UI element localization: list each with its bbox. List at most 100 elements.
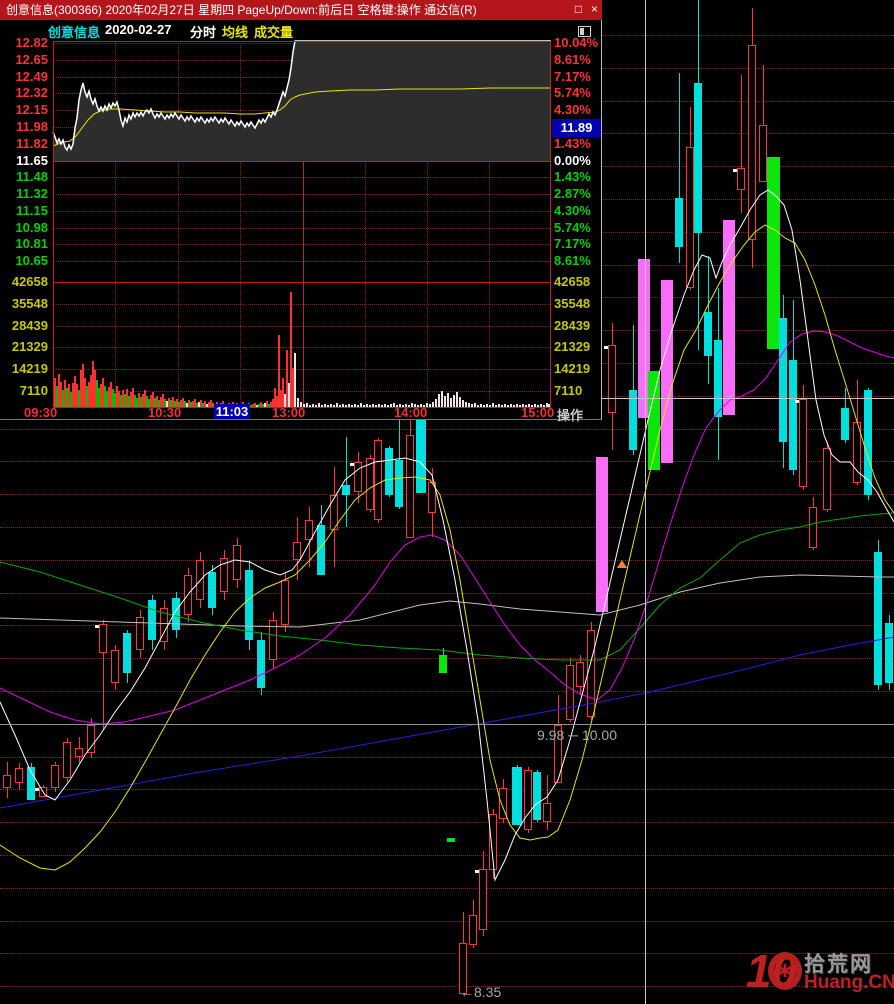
volume-bar bbox=[86, 386, 88, 408]
volume-bar bbox=[116, 386, 118, 408]
volume-bar bbox=[112, 389, 114, 408]
volume-bar bbox=[516, 404, 518, 408]
intraday-gridline-h bbox=[53, 244, 551, 245]
stock-name-label: 创意信息 bbox=[48, 25, 101, 40]
candle-down bbox=[27, 767, 35, 800]
candle-down bbox=[208, 572, 216, 608]
gridline-h bbox=[0, 921, 894, 922]
volume-bar bbox=[342, 404, 344, 408]
volume-bar bbox=[375, 405, 377, 408]
intraday-gridline-h bbox=[53, 304, 551, 305]
intraday-popup-body: 创意信息 2020-02-27 分时 均线 成交量 12.82 12.65 12.4… bbox=[0, 0, 602, 423]
volume-bar bbox=[402, 405, 404, 408]
candle-down bbox=[385, 448, 393, 495]
restore-window-icon[interactable] bbox=[578, 26, 591, 37]
volume-bar bbox=[182, 398, 184, 408]
percent-label: 8.61% bbox=[554, 253, 591, 268]
volume-bar bbox=[98, 388, 100, 408]
volume-bar bbox=[381, 405, 383, 408]
candle-down bbox=[395, 460, 403, 507]
crosshair-vertical-line[interactable] bbox=[645, 0, 646, 1004]
volume-bar bbox=[142, 394, 144, 408]
volume-bar bbox=[268, 404, 270, 408]
percent-label: 4.30% bbox=[554, 203, 591, 218]
candle-down bbox=[172, 598, 180, 630]
candle-up bbox=[293, 542, 301, 560]
volume-bar bbox=[387, 405, 389, 408]
close-window-icon[interactable]: × bbox=[590, 2, 598, 16]
volume-bar bbox=[212, 403, 214, 408]
gridline-h bbox=[0, 494, 894, 495]
volume-bar bbox=[162, 394, 164, 408]
gridline-h bbox=[0, 888, 894, 889]
price-label: 11.82 bbox=[16, 136, 48, 151]
volume-bar bbox=[168, 398, 170, 408]
volume-bar bbox=[84, 378, 86, 408]
intraday-gridline-v bbox=[365, 41, 366, 408]
open-price-tick bbox=[350, 463, 354, 466]
volume-bar bbox=[399, 404, 401, 408]
intraday-plot-frame bbox=[53, 41, 551, 408]
percent-label: 2.87% bbox=[554, 186, 591, 201]
volume-bar bbox=[138, 393, 140, 408]
volume-bar bbox=[256, 405, 258, 408]
candle-up bbox=[374, 440, 382, 520]
tab-ma[interactable]: 均线 bbox=[222, 25, 249, 40]
watermark-site-domain: Huang.CN bbox=[804, 972, 894, 993]
volume-bar bbox=[504, 404, 506, 408]
candle-up bbox=[554, 725, 562, 783]
volume-bar bbox=[110, 382, 112, 408]
volume-bar bbox=[176, 399, 178, 408]
volume-bar bbox=[70, 392, 72, 408]
candle-up bbox=[366, 458, 374, 510]
price-label: 12.15 bbox=[15, 102, 48, 117]
tab-minute-chart[interactable]: 分时 bbox=[190, 25, 217, 40]
candle-up bbox=[87, 725, 95, 753]
intraday-gridline-h bbox=[53, 326, 551, 327]
low-price-label: ←8.35 bbox=[460, 984, 502, 1000]
volume-bar bbox=[501, 405, 503, 408]
intraday-popup-window[interactable]: 创意信息 2020-02-27 分时 均线 成交量 12.82 12.65 12.4… bbox=[0, 0, 602, 423]
drawn-price-line[interactable] bbox=[0, 724, 894, 725]
candle-down bbox=[123, 633, 131, 673]
candle-up bbox=[111, 650, 119, 683]
volume-bar bbox=[204, 401, 206, 408]
intraday-lines-layer bbox=[52, 40, 551, 161]
candle-down bbox=[789, 360, 797, 470]
candle-down bbox=[874, 552, 882, 685]
volume-scale-label: 7110 bbox=[19, 383, 48, 398]
volume-bar bbox=[543, 405, 545, 408]
volume-bar bbox=[132, 388, 134, 408]
intraday-gridline-v bbox=[178, 41, 179, 408]
signal-bar-magenta bbox=[661, 280, 673, 463]
volume-bar bbox=[345, 405, 347, 408]
volume-scale-label: 7110 bbox=[554, 383, 583, 398]
volume-bar bbox=[453, 395, 455, 408]
tab-volume[interactable]: 成交量 bbox=[254, 25, 294, 40]
volume-scale-label: 21329 bbox=[11, 339, 48, 354]
volume-bar bbox=[372, 404, 374, 408]
volume-bar bbox=[321, 405, 323, 408]
volume-bar bbox=[546, 403, 548, 408]
drawn-line-price-label: 9.98 ─ 10.00 bbox=[537, 727, 617, 743]
volume-bar bbox=[432, 402, 434, 408]
volume-bar bbox=[200, 400, 202, 408]
maximize-window-icon[interactable]: □ bbox=[574, 2, 583, 16]
volume-bar bbox=[120, 395, 122, 408]
volume-bar bbox=[264, 403, 266, 408]
volume-bar bbox=[548, 404, 550, 408]
candle-up bbox=[566, 665, 574, 720]
volume-bar bbox=[72, 383, 74, 408]
candle-up bbox=[75, 748, 83, 757]
crosshair-time-badge: 11:03 bbox=[214, 404, 250, 419]
volume-bar bbox=[136, 398, 138, 408]
popup-titlebar[interactable]: 创意信息(300366) 2020年02月27日 星期四 PageUp/Down… bbox=[0, 0, 602, 20]
volume-bar bbox=[414, 404, 416, 408]
percent-label: 5.74% bbox=[554, 220, 591, 235]
candle-down bbox=[342, 485, 350, 495]
volume-bar bbox=[170, 400, 172, 408]
volume-bar bbox=[522, 404, 524, 408]
action-menu-label[interactable]: 操作 bbox=[557, 408, 584, 423]
candle-wick bbox=[679, 73, 680, 263]
